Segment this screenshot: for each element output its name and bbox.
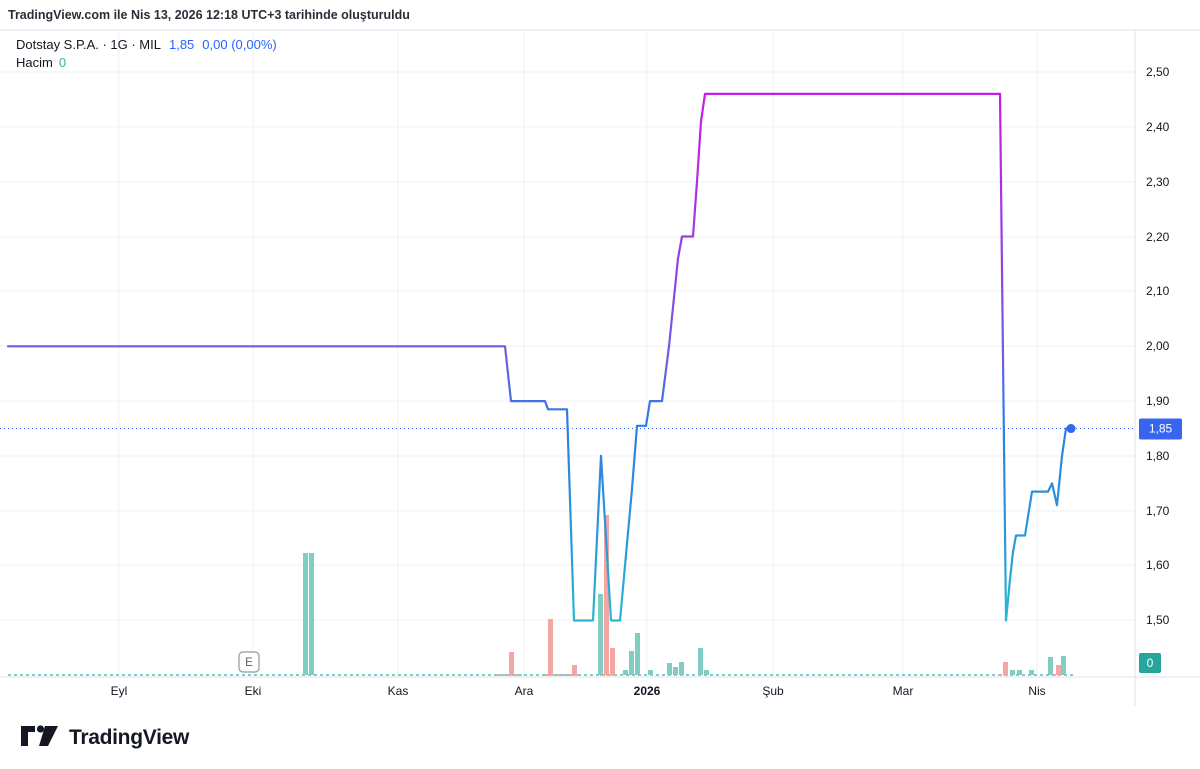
last-price-badge: 1,85 (1139, 418, 1182, 440)
grid-lines (0, 30, 1135, 677)
attribution-text: TradingView.com ile Nis 13, 2026 12:18 U… (8, 8, 410, 22)
price-tick-label: 1,50 (1146, 613, 1170, 627)
legend-last-price: 1,85 (168, 37, 195, 52)
price-tick-label: 1,60 (1146, 558, 1170, 572)
price-tick-label: 1,70 (1146, 504, 1170, 518)
price-tick-label: 2,40 (1146, 120, 1170, 134)
legend-price-change: 0,00 (0,00%) (202, 37, 277, 52)
price-tick-label: 2,30 (1146, 175, 1170, 189)
time-tick-label: Eyl (110, 684, 128, 698)
volume-study-label[interactable]: Hacim (16, 55, 53, 70)
time-tick-label: Mar (892, 684, 914, 698)
last-price-dot (1066, 424, 1076, 434)
symbol-title[interactable]: Dotstay S.P.A. · 1G · MIL (16, 37, 161, 52)
price-tick-label: 2,10 (1146, 284, 1170, 298)
price-tick-label: 1,90 (1146, 394, 1170, 408)
time-tick-label: Ara (514, 684, 534, 698)
time-tick-label: Şub (762, 684, 784, 698)
tradingview-logo-icon (21, 725, 58, 746)
price-tick-label: 2,50 (1146, 65, 1170, 79)
time-tick-label: Nis (1028, 684, 1046, 698)
price-tick-label: 2,20 (1146, 230, 1170, 244)
time-tick-label: 2026 (633, 684, 661, 698)
price-tick-label: 2,00 (1146, 339, 1170, 353)
chart-legend: Dotstay S.P.A. · 1G · MIL 1,85 0,00 (0,00%… (16, 36, 277, 72)
price-line-series (6, 92, 1073, 622)
volume-bars (8, 515, 1075, 676)
svg-text:E: E (245, 657, 253, 669)
tradingview-footer[interactable]: TradingView (20, 724, 189, 751)
time-tick-label: Kas (387, 684, 409, 698)
price-tick-label: 1,80 (1146, 449, 1170, 463)
pane-borders (0, 29, 1200, 706)
volume-study-value: 0 (58, 55, 67, 70)
tradingview-wordmark: TradingView (69, 725, 190, 749)
time-tick-label: Eki (244, 684, 262, 698)
volume-badge: 0 (1139, 653, 1161, 673)
earnings-marker[interactable]: E (238, 651, 260, 673)
